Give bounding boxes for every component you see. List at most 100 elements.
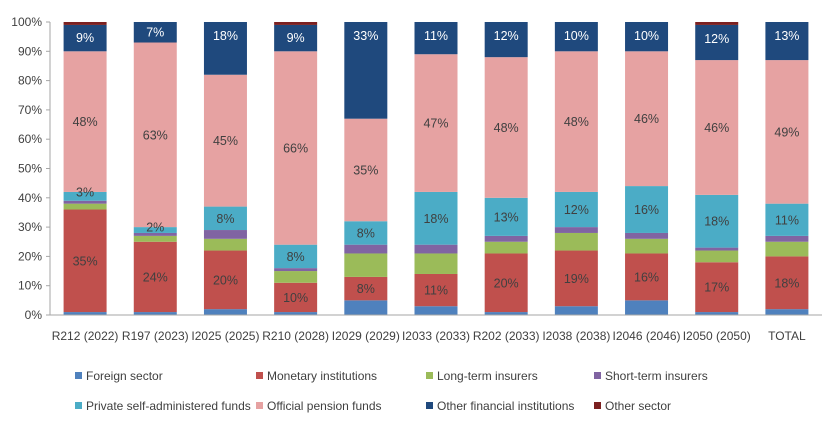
data-label: 10% bbox=[634, 29, 659, 43]
bars bbox=[63, 22, 809, 315]
data-label: 8% bbox=[287, 250, 305, 264]
legend-label: Long-term insurers bbox=[437, 369, 538, 383]
bar-segment bbox=[63, 312, 107, 315]
data-label: 20% bbox=[213, 273, 238, 287]
bar-segment bbox=[414, 253, 458, 274]
bar-segment bbox=[203, 238, 247, 251]
bar-segment bbox=[63, 209, 107, 313]
bar-segment bbox=[133, 235, 177, 242]
data-label: 8% bbox=[357, 282, 375, 296]
x-axis: R212 (2022) R197 (2023) I2025 (2025) R210 (… bbox=[50, 314, 822, 343]
legend-swatch bbox=[75, 402, 82, 409]
legend-label: Other financial institutions bbox=[437, 399, 574, 413]
data-label: 35% bbox=[353, 163, 378, 177]
data-label: 3% bbox=[76, 185, 94, 199]
legend-label: Other sector bbox=[605, 399, 671, 413]
bar-segment bbox=[63, 22, 107, 25]
y-tick-label: 80% bbox=[18, 74, 42, 88]
data-label: 13% bbox=[494, 210, 519, 224]
y-tick-label: 90% bbox=[18, 44, 42, 58]
bar-segment bbox=[203, 230, 247, 239]
data-label: 18% bbox=[704, 215, 729, 229]
bar-5 bbox=[414, 22, 458, 315]
y-tick-label: 40% bbox=[18, 191, 42, 205]
legend-item: Short-term insurers bbox=[594, 369, 708, 383]
bar-segment bbox=[133, 232, 177, 236]
bar-segment bbox=[484, 253, 528, 313]
bar-segment bbox=[625, 300, 669, 315]
data-label: 45% bbox=[213, 134, 238, 148]
bar-segment bbox=[484, 197, 528, 236]
data-label: 66% bbox=[283, 141, 308, 155]
data-label: 8% bbox=[357, 226, 375, 240]
bar-segment bbox=[203, 74, 247, 207]
data-labels: 35% 3% 48% 9% 24% 2% 63% 7% 20% 8% 45% 18% 10% 8% 66% 9… bbox=[73, 25, 800, 305]
bar-segment bbox=[133, 312, 177, 315]
bar-segment bbox=[484, 57, 528, 198]
x-tick-label: R210 (2028) bbox=[262, 329, 329, 343]
bar-segment bbox=[484, 22, 528, 58]
data-label: 63% bbox=[143, 128, 168, 142]
data-label: 13% bbox=[774, 29, 799, 43]
bar-segment bbox=[414, 244, 458, 254]
bar-segment bbox=[484, 235, 528, 242]
data-label: 11% bbox=[424, 284, 448, 298]
y-tick-label: 50% bbox=[18, 162, 42, 176]
bar-segment bbox=[765, 22, 809, 61]
bar-segment bbox=[274, 24, 318, 52]
bar-segment bbox=[274, 51, 318, 245]
bar-segment bbox=[274, 268, 318, 272]
bar-segment bbox=[765, 60, 809, 204]
bar-0 bbox=[63, 22, 107, 315]
bar-segment bbox=[554, 232, 598, 251]
bar-segment bbox=[63, 51, 107, 192]
data-label: 19% bbox=[564, 272, 589, 286]
bar-segment bbox=[414, 306, 458, 315]
x-tick-label: I2038 (2038) bbox=[542, 329, 610, 343]
data-label: 12% bbox=[494, 29, 519, 43]
bar-1 bbox=[133, 22, 177, 315]
data-label: 46% bbox=[634, 112, 659, 126]
bar-segment bbox=[274, 282, 318, 313]
bar-segment bbox=[274, 244, 318, 269]
bar-segment bbox=[554, 250, 598, 307]
data-label: 33% bbox=[353, 29, 378, 43]
bar-segment bbox=[765, 241, 809, 257]
data-label: 12% bbox=[564, 203, 589, 217]
data-label: 49% bbox=[774, 125, 799, 139]
bar-segment bbox=[765, 309, 809, 315]
bar-segment bbox=[63, 191, 107, 201]
legend-label: Official pension funds bbox=[267, 399, 382, 413]
bar-segment bbox=[765, 203, 809, 236]
data-label: 10% bbox=[283, 291, 308, 305]
bar-3 bbox=[274, 22, 318, 315]
bar-segment bbox=[344, 276, 388, 301]
x-tick-label: I2025 (2025) bbox=[191, 329, 259, 343]
bar-segment bbox=[625, 51, 669, 187]
legend-item: Official pension funds bbox=[256, 399, 382, 413]
data-label: 10% bbox=[564, 29, 589, 43]
data-label: 8% bbox=[216, 212, 234, 226]
legend-swatch bbox=[594, 372, 601, 379]
data-label: 47% bbox=[423, 117, 448, 131]
bar-segment bbox=[695, 60, 739, 195]
bar-segment bbox=[203, 309, 247, 315]
bar-segment bbox=[274, 312, 318, 315]
bar-7 bbox=[554, 22, 598, 315]
bar-segment bbox=[695, 22, 739, 25]
bar-4 bbox=[344, 22, 388, 315]
data-label: 7% bbox=[146, 25, 164, 39]
bar-segment bbox=[765, 235, 809, 242]
legend-label: Private self-administered funds bbox=[86, 399, 251, 413]
legend-item: Monetary institutions bbox=[256, 369, 377, 383]
data-label: 18% bbox=[774, 276, 799, 290]
data-label: 48% bbox=[564, 115, 589, 129]
data-label: 2% bbox=[146, 221, 164, 235]
legend-item: Private self-administered funds bbox=[75, 399, 251, 413]
data-label: 18% bbox=[213, 29, 238, 43]
bar-segment bbox=[344, 22, 388, 119]
bar-10 bbox=[765, 22, 809, 315]
bar-segment bbox=[414, 54, 458, 192]
data-label: 24% bbox=[143, 270, 168, 284]
